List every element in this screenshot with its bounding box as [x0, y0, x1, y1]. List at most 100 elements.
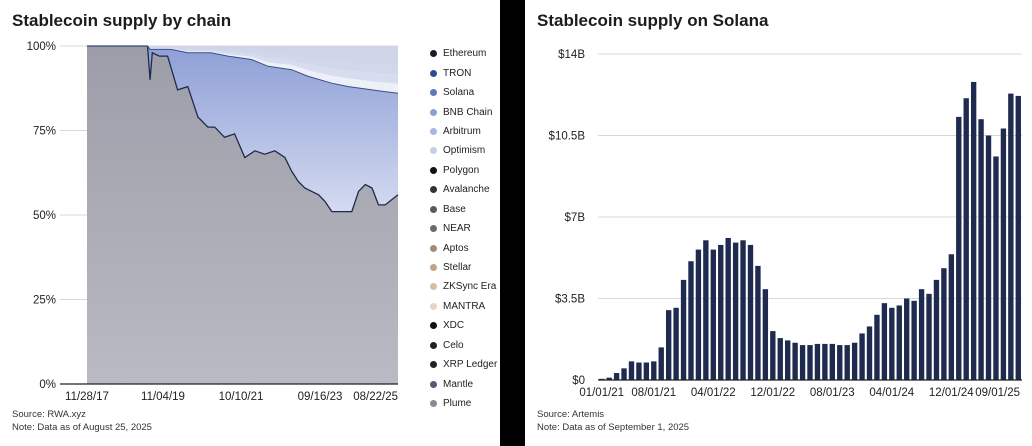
legend-label: TRON — [443, 67, 472, 79]
right-bar — [926, 293, 932, 380]
right-bar — [770, 331, 776, 380]
legend-swatch — [430, 186, 437, 194]
legend-item-solana: Solana — [430, 83, 497, 102]
legend-label: Mantle — [443, 378, 474, 390]
right-bar — [718, 244, 724, 380]
left-x-tick-label: 11/28/17 — [65, 391, 109, 403]
right-y-tick-label: $7B — [565, 212, 586, 224]
right-bar — [680, 279, 687, 380]
right-x-tick-label: 04/01/24 — [869, 387, 914, 399]
legend-item-zksync-era: ZKSync Era — [430, 277, 497, 296]
right-bar — [665, 310, 672, 380]
legend-item-stellar: Stellar — [430, 258, 497, 277]
right-bar — [740, 240, 746, 380]
right-y-tick-label: $14B — [558, 49, 585, 61]
right-bar — [970, 81, 977, 380]
right-bar — [732, 242, 739, 380]
legend-swatch — [430, 108, 437, 116]
legend-swatch — [430, 361, 437, 369]
right-bar — [859, 333, 865, 380]
right-bar — [851, 342, 858, 380]
right-bar — [799, 345, 806, 380]
legend-item-xdc: XDC — [430, 316, 497, 335]
legend-swatch — [430, 166, 437, 174]
right-bar — [621, 368, 627, 380]
left-area-ethereum — [87, 46, 398, 384]
right-bar — [933, 279, 940, 380]
right-bar — [866, 326, 873, 380]
left-x-tick-label: 08/22/25 — [353, 391, 398, 403]
right-bar — [911, 300, 917, 380]
right-y-tick-label: $3.5B — [555, 294, 585, 306]
right-bar — [762, 289, 769, 380]
legend-swatch — [430, 380, 437, 388]
right-bar — [710, 249, 716, 380]
legend-label: Polygon — [443, 164, 480, 176]
legend-item-ethereum: Ethereum — [430, 44, 497, 63]
legend-swatch — [430, 205, 437, 213]
right-bar — [725, 237, 731, 380]
right-bar — [941, 268, 947, 380]
legend-swatch — [430, 341, 437, 349]
right-bar — [658, 347, 664, 380]
legend-label: NEAR — [443, 223, 471, 235]
left-area-tron — [87, 46, 398, 212]
right-bar — [747, 244, 754, 380]
legend-label: BNB Chain — [443, 106, 493, 118]
right-bar — [889, 307, 895, 380]
left-y-tick-label: 25% — [33, 295, 56, 307]
legend-item-near: NEAR — [430, 219, 497, 238]
legend-label: Avalanche — [443, 184, 490, 196]
legend-label: ZKSync Era — [443, 281, 497, 293]
right-bar — [985, 135, 992, 380]
legend-item-polygon: Polygon — [430, 161, 497, 180]
legend-item-base: Base — [430, 200, 497, 219]
right-bar — [896, 305, 902, 380]
legend-item-xrp-ledger: XRP Ledger — [430, 355, 497, 374]
right-x-tick-label: 12/01/24 — [929, 387, 974, 399]
right-bar — [881, 303, 888, 380]
legend-swatch — [430, 147, 437, 155]
legend-item-avalanche: Avalanche — [430, 180, 497, 199]
left-chart-title: Stablecoin supply by chain — [12, 11, 232, 30]
right-bar — [829, 343, 835, 380]
right-bar — [606, 377, 612, 380]
right-bar — [755, 265, 761, 380]
right-bar — [785, 340, 791, 380]
left-y-tick-label: 100% — [27, 41, 56, 53]
right-bar — [807, 345, 813, 380]
legend-swatch — [430, 225, 437, 233]
right-bar — [822, 343, 828, 380]
right-bar — [628, 361, 635, 380]
left-chart-panel: Stablecoin supply by chain 100% 75% 50% 25%… — [0, 0, 500, 446]
left-x-tick-label: 10/10/21 — [219, 391, 264, 403]
right-bar — [673, 307, 679, 380]
right-bar — [844, 345, 850, 380]
right-bar — [1008, 93, 1014, 380]
right-bar — [792, 342, 798, 380]
left-line-ethereum — [87, 45, 399, 213]
left-line-tron — [87, 45, 399, 94]
right-chart-note: Note: Data as of September 1, 2025 — [537, 422, 690, 433]
legend-swatch — [430, 322, 437, 330]
right-bar — [643, 362, 650, 380]
legend-swatch — [430, 127, 437, 135]
legend-label: Celo — [443, 339, 464, 351]
legend-item-plume: Plume — [430, 394, 497, 413]
legend-label: MANTRA — [443, 300, 486, 312]
left-x-tick-label: 09/16/23 — [298, 391, 343, 403]
legend-item-celo: Celo — [430, 336, 497, 355]
legend-item-optimism: Optimism — [430, 141, 497, 160]
right-y-tick-label: $0 — [572, 375, 585, 387]
right-bar — [777, 338, 783, 380]
legend-item-bnb-chain: BNB Chain — [430, 102, 497, 121]
right-bar — [695, 249, 702, 380]
left-chart-notes: Source: RWA.xyz Note: Data as of August … — [12, 408, 152, 434]
right-x-tick-label: 08/01/23 — [810, 387, 855, 399]
legend-swatch — [430, 69, 437, 77]
legend-item-aptos: Aptos — [430, 238, 497, 257]
legend-label: Optimism — [443, 145, 486, 157]
right-bar — [688, 261, 694, 380]
right-chart-source: Source: Artemis — [537, 409, 605, 420]
legend-label: Ethereum — [443, 48, 487, 60]
